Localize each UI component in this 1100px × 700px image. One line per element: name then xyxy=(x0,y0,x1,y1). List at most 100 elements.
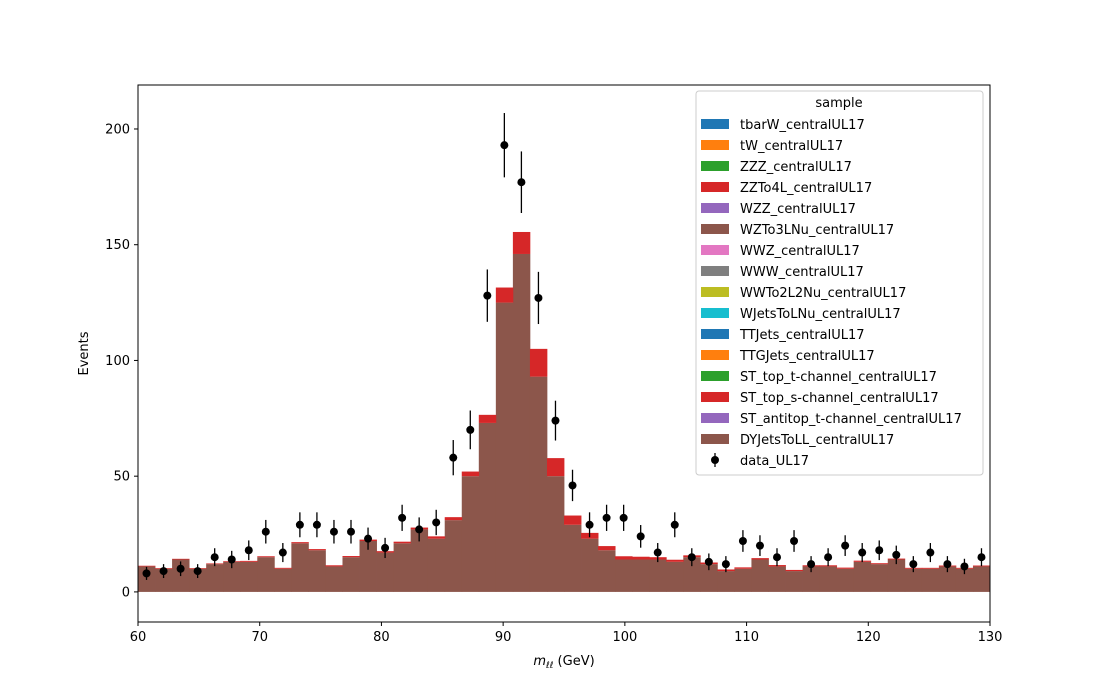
legend-swatch-st-top-t-channel-centralul17 xyxy=(701,371,729,381)
data-point-7 xyxy=(261,527,270,536)
bar-dyjetstoll-centralul17-46 xyxy=(921,568,940,592)
x-tick-label-130: 130 xyxy=(978,630,1003,645)
bar-dyjetstoll-centralul17-40 xyxy=(819,566,838,592)
legend: sample tbarW_centralUL17 tW_centralUL17 ZZ… xyxy=(695,90,984,476)
bar-zzto4l-centralul17-9 xyxy=(291,542,309,544)
legend-swatch-zzto4l-centralul17 xyxy=(701,182,729,192)
bar-dyjetstoll-centralul17-28 xyxy=(615,559,633,592)
y-axis-label: Events xyxy=(77,331,92,375)
bar-dyjetstoll-centralul17-21 xyxy=(495,302,514,592)
bar-zzto4l-centralul17-28 xyxy=(615,556,633,560)
data-point-41 xyxy=(841,541,850,550)
data-point-35 xyxy=(738,536,747,545)
legend-swatch-dyjetstoll-centralul17 xyxy=(701,434,729,444)
y-tick-label-200: 200 xyxy=(105,122,130,137)
data-point-18 xyxy=(449,453,458,462)
bar-zzto4l-centralul17-36 xyxy=(751,558,769,560)
legend-swatch-st-antitop-t-channel-centralul17 xyxy=(701,413,729,423)
bar-zzto4l-centralul17-27 xyxy=(598,546,616,551)
bar-dyjetstoll-centralul17-22 xyxy=(512,253,531,592)
legend-swatch-www-centralul17 xyxy=(701,266,729,276)
data-points xyxy=(142,113,986,580)
data-point-15 xyxy=(398,513,407,522)
bar-dyjetstoll-centralul17-36 xyxy=(751,559,769,592)
bar-zzto4l-centralul17-35 xyxy=(734,567,752,569)
data-point-4 xyxy=(210,553,219,562)
data-point-31 xyxy=(670,520,679,529)
bar-dyjetstoll-centralul17-27 xyxy=(598,550,616,592)
legend-swatch-wzto3lnu-centralul17 xyxy=(701,224,729,234)
data-point-9 xyxy=(295,520,304,529)
bar-dyjetstoll-centralul17-8 xyxy=(274,568,292,592)
bar-zzto4l-centralul17-6 xyxy=(240,560,258,562)
legend-label-zzz-centralul17: ZZZ_centralUL17 xyxy=(740,160,852,175)
legend-label-wzz-centralul17: WZZ_centralUL17 xyxy=(740,202,856,217)
data-point-46 xyxy=(926,548,935,557)
data-point-8 xyxy=(278,548,287,557)
bar-dyjetstoll-centralul17-3 xyxy=(189,568,207,592)
bar-dyjetstoll-centralul17-38 xyxy=(785,571,803,592)
data-point-21 xyxy=(500,141,509,150)
data-point-2 xyxy=(176,564,185,573)
legend-swatch-ttgjets-centralul17 xyxy=(701,350,729,360)
data-point-26 xyxy=(585,520,594,529)
data-point-19 xyxy=(466,425,475,434)
legend-label-ttjets-centralul17: TTJets_centralUL17 xyxy=(739,328,865,343)
legend-label-zzto4l-centralul17: ZZTo4L_centralUL17 xyxy=(740,181,872,196)
data-point-48 xyxy=(960,562,969,571)
data-point-10 xyxy=(312,520,321,529)
y-tick-label-0: 0 xyxy=(122,585,130,600)
bar-dyjetstoll-centralul17-41 xyxy=(836,568,855,592)
bar-zzto4l-centralul17-19 xyxy=(461,471,480,477)
data-point-43 xyxy=(875,546,884,555)
legend-swatch-wjetstolnu-centralul17 xyxy=(701,308,729,318)
legend-label-wwz-centralul17: WWZ_centralUL17 xyxy=(740,244,860,259)
bar-zzto4l-centralul17-7 xyxy=(257,556,275,558)
data-point-34 xyxy=(721,560,730,569)
data-point-17 xyxy=(432,518,441,527)
bar-dyjetstoll-centralul17-4 xyxy=(206,564,224,592)
bar-zzto4l-centralul17-29 xyxy=(632,556,650,560)
bar-dyjetstoll-centralul17-35 xyxy=(734,568,752,592)
x-tick-label-80: 80 xyxy=(373,630,390,645)
bar-zzto4l-centralul17-18 xyxy=(444,517,463,521)
data-point-27 xyxy=(602,513,611,522)
bar-dyjetstoll-centralul17-11 xyxy=(325,566,343,592)
bar-dyjetstoll-centralul17-45 xyxy=(904,568,923,592)
bar-dyjetstoll-centralul17-47 xyxy=(938,566,957,592)
bar-dyjetstoll-centralul17-48 xyxy=(955,568,974,592)
data-point-3 xyxy=(193,567,202,576)
bar-zzto4l-centralul17-12 xyxy=(342,556,360,558)
legend-label-tbarw-centralul17: tbarW_centralUL17 xyxy=(740,118,865,133)
x-tick-label-60: 60 xyxy=(130,630,147,645)
bar-dyjetstoll-centralul17-34 xyxy=(717,571,735,592)
data-point-33 xyxy=(704,557,713,566)
data-point-13 xyxy=(364,534,373,543)
bar-dyjetstoll-centralul17-23 xyxy=(529,376,548,592)
bar-dyjetstoll-centralul17-30 xyxy=(649,559,667,592)
bar-dyjetstoll-centralul17-42 xyxy=(853,561,872,592)
legend-label-st-top-t-channel-centralul17: ST_top_t-channel_centralUL17 xyxy=(740,370,937,385)
x-axis-label-main: m xyxy=(533,654,546,669)
legend-label-st-antitop-t-channel-centralul17: ST_antitop_t-channel_centralUL17 xyxy=(740,412,962,427)
bar-dyjetstoll-centralul17-10 xyxy=(308,550,326,592)
bar-dyjetstoll-centralul17-6 xyxy=(240,561,258,592)
legend-label-tw-centralul17: tW_centralUL17 xyxy=(740,139,843,154)
bar-zzto4l-centralul17-2 xyxy=(172,558,190,560)
bar-zzto4l-centralul17-46 xyxy=(921,567,940,569)
bar-dyjetstoll-centralul17-24 xyxy=(546,476,565,592)
data-point-45 xyxy=(909,560,918,569)
bar-dyjetstoll-centralul17-29 xyxy=(632,559,650,592)
bar-dyjetstoll-centralul17-39 xyxy=(802,566,820,592)
legend-label-st-top-s-channel-centralul17: ST_top_s-channel_centralUL17 xyxy=(740,391,939,406)
data-point-23 xyxy=(534,293,543,302)
bar-dyjetstoll-centralul17-44 xyxy=(887,559,906,592)
x-axis-label-unit: (GeV) xyxy=(553,654,594,669)
data-point-20 xyxy=(483,291,492,300)
bar-dyjetstoll-centralul17-19 xyxy=(461,476,480,592)
bar-zzto4l-centralul17-15 xyxy=(393,541,412,544)
legend-title: sample xyxy=(815,96,862,111)
stacked-bars xyxy=(138,231,991,592)
bar-dyjetstoll-centralul17-13 xyxy=(359,540,377,592)
bar-dyjetstoll-centralul17-9 xyxy=(291,543,309,592)
